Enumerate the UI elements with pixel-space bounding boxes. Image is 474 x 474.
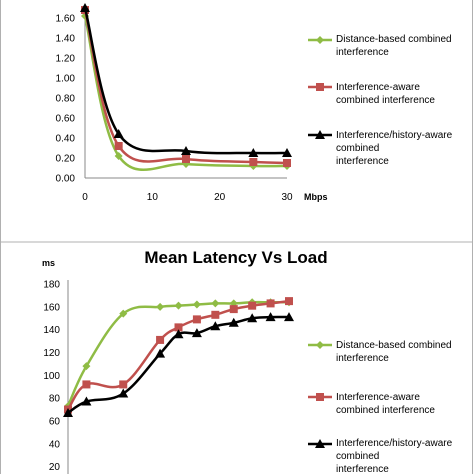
y-tick-label: 0.40 [56,134,76,145]
diamond-marker-5 [192,300,201,309]
top-y-tick-labels: 0.00 0.20 0.40 0.60 0.80 1.00 1.20 1.40 1.60 [56,14,76,185]
diamond-marker-legend-0 [316,36,324,44]
y-tick-label: 1.40 [56,34,76,45]
y-tick-label: 80 [49,394,61,405]
triangle-marker-9 [265,312,276,322]
legend-entry-2: Interference/history-aware combined interf… [336,130,453,167]
triangle-marker-legend-2 [315,439,325,448]
square-marker-2 [119,380,128,389]
y-tick-label: 1.00 [56,74,76,85]
y-tick-label: 1.20 [56,54,76,65]
bottom-chart-title: Mean Latency Vs Load [144,248,327,267]
legend-entry-1: Interference-aware combined interference [336,82,435,106]
x-tick-label: 30 [281,192,293,203]
throughput-chart: 0.00 0.20 0.40 0.60 0.80 1.00 1.20 1.40 1.60 0 10… [56,3,453,203]
y-tick-label: 180 [43,280,60,291]
y-tick-label: 0.20 [56,154,76,165]
triangle-marker-2 [181,146,191,155]
series-line-1 [83,9,288,165]
bottom-legend: Distance-based combined interference Inter… [308,340,453,474]
diamond-marker-4 [174,301,183,310]
square-marker-1 [82,380,91,389]
square-marker-4 [174,323,183,332]
y-tick-label: 20 [49,462,61,473]
triangle-marker-8 [247,313,258,323]
bottom-y-tick-labels: 20 40 60 80 100 120 140 160 180 [43,280,60,474]
x-tick-label: 10 [147,192,159,203]
square-marker-6 [211,310,220,319]
triangle-marker-1 [81,396,92,406]
diamond-marker-3 [156,302,165,311]
square-marker-legend-1 [316,393,324,401]
y-tick-label: 120 [43,348,60,359]
y-tick-label: 1.60 [56,14,76,25]
square-marker-10 [285,297,293,306]
series-line-0 [83,15,288,172]
triangle-marker-3 [155,348,166,358]
square-marker-3 [156,335,165,344]
latency-chart: Mean Latency Vs Load ms 20 40 60 80 100 120 14… [42,248,453,474]
square-marker-legend-1 [316,83,324,91]
square-marker-2 [182,155,190,163]
series-line-2 [83,7,288,155]
triangle-marker-5 [191,328,202,338]
triangle-marker-7 [228,317,239,327]
triangle-marker-0 [63,407,73,417]
triangle-marker-legend-2 [315,130,325,139]
triangle-marker-10 [284,312,294,322]
y-tick-label: 100 [43,371,60,382]
square-marker-9 [266,299,275,308]
square-marker-7 [229,305,238,314]
y-tick-label: 40 [49,439,61,450]
bottom-series-group [63,297,294,417]
x-tick-label: 20 [214,192,226,203]
y-tick-label: 160 [43,302,60,313]
top-legend: Distance-based combined interference Inter… [308,34,453,167]
y-tick-label: 140 [43,325,60,336]
x-tick-label: 0 [82,192,88,203]
diamond-marker-legend-0 [316,341,324,349]
square-marker-4 [283,159,291,167]
triangle-marker-4 [173,329,184,339]
square-marker-3 [249,158,258,166]
diamond-marker-6 [211,299,220,308]
triangle-marker-1 [113,129,124,138]
y-tick-label: 0.60 [56,114,76,125]
legend-entry-0: Distance-based combined interference [336,34,452,58]
diamond-marker-2 [119,309,128,318]
legend-entry-1: Interference-aware combined interference [336,392,435,416]
square-marker-1 [114,142,123,150]
y-tick-label: 0.00 [56,174,76,185]
triangle-marker-2 [118,388,129,398]
top-series-group [80,3,292,172]
legend-entry-2: Interference/history-aware combined interf… [336,438,453,474]
diamond-marker-1 [114,152,123,160]
y-tick-label: 0.80 [56,94,76,105]
triangle-marker-6 [210,321,221,331]
square-marker-8 [248,301,257,310]
diamond-marker-1 [82,362,91,371]
y-tick-label: 60 [49,416,61,427]
triangle-marker-0 [80,3,90,12]
triangle-marker-4 [282,148,292,157]
triangle-marker-3 [248,148,259,157]
top-x-axis-label: Mbps [304,192,328,202]
bottom-y-axis-label: ms [42,258,55,268]
top-x-tick-labels: 0 10 20 30 [82,192,293,203]
square-marker-5 [192,315,201,324]
bottom-chart-frame [0,241,473,474]
legend-entry-0: Distance-based combined interference [336,340,452,364]
